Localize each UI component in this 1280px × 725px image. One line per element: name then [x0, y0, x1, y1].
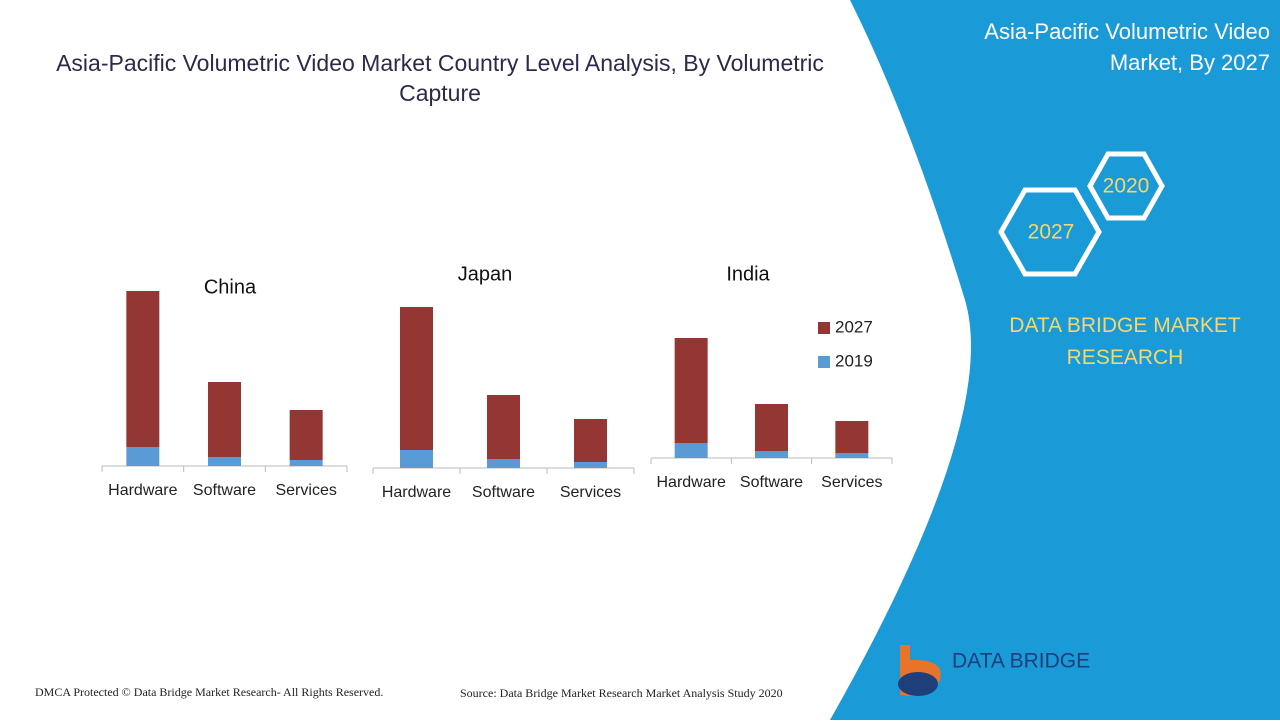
bar-segment	[289, 460, 323, 466]
logo-text: DATA BRIDGE	[952, 650, 1090, 673]
x-tick-label: Hardware	[108, 482, 177, 499]
copyright: DMCA Protected © Data Bridge Market Rese…	[35, 685, 383, 699]
x-tick-label: Services	[275, 482, 336, 499]
legend-label: 2019	[835, 351, 873, 370]
hexagon	[998, 187, 1102, 277]
hexagon-label: 2027	[1028, 221, 1075, 244]
hexagon-label: 2020	[1103, 175, 1150, 198]
bar-segment	[574, 419, 607, 462]
bar-segment	[126, 447, 160, 466]
title-box: Asia-Pacific Volumetric Video Market Cou…	[56, 50, 824, 106]
x-tick-label: Hardware	[656, 474, 725, 491]
bar-segment	[835, 421, 869, 453]
brand-text: DATA BRIDGE MARKET RESEARCH	[1009, 314, 1241, 369]
bar-segment	[208, 382, 241, 457]
brand-box: DATA BRIDGE MARKET RESEARCH	[1009, 314, 1241, 369]
bar-segment	[674, 338, 708, 443]
legend-swatch	[818, 322, 830, 334]
bar-segment	[487, 459, 520, 468]
chart-title: India	[726, 263, 770, 285]
bar-segment	[126, 291, 160, 447]
hexagon	[1087, 151, 1165, 221]
side-title-box: Asia-Pacific Volumetric Video Market, By…	[984, 19, 1270, 75]
page-title: Asia-Pacific Volumetric Video Market Cou…	[56, 50, 824, 106]
x-tick-label: Hardware	[382, 484, 451, 501]
x-tick-label: Software	[472, 484, 535, 501]
bar-segment	[674, 443, 708, 458]
bar-segment	[755, 451, 788, 458]
bar-segment	[289, 410, 323, 460]
chart-title: Japan	[458, 263, 513, 285]
legend-label: 2027	[835, 317, 873, 336]
side-title: Asia-Pacific Volumetric Video Market, By…	[984, 19, 1270, 75]
bar-segment	[835, 453, 869, 458]
bar-segment	[755, 404, 788, 451]
bar-segment	[487, 395, 520, 459]
source: Source: Data Bridge Market Research Mark…	[460, 686, 783, 700]
chart-title: China	[204, 276, 257, 298]
x-tick-label: Services	[821, 474, 882, 491]
x-tick-label: Services	[560, 484, 621, 501]
side-panel-bg	[830, 0, 1280, 720]
x-tick-label: Software	[193, 482, 256, 499]
bar-segment	[208, 457, 241, 466]
x-tick-label: Software	[740, 474, 803, 491]
bar-segment	[400, 450, 433, 468]
legend-swatch	[818, 356, 830, 368]
logo-mark	[898, 672, 938, 696]
bar-segment	[400, 307, 433, 450]
bar-segment	[574, 462, 607, 468]
